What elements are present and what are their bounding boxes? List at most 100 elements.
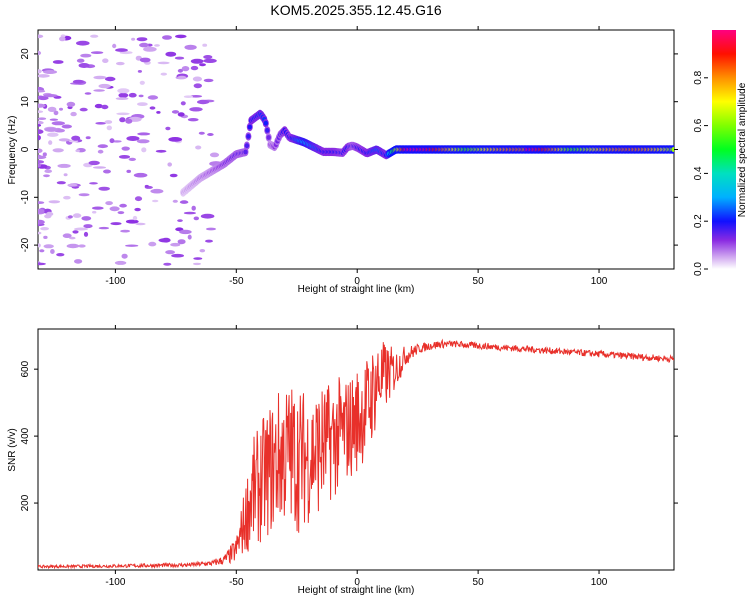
snr-ytick-label: 400 (20, 427, 31, 444)
colorbar-label: Normalized spectral amplitude (737, 82, 748, 217)
noise-cell (38, 231, 42, 235)
noise-cell (94, 103, 103, 109)
snr-xtick-label: -50 (229, 577, 244, 588)
noise-cell (49, 118, 59, 121)
noise-cell (141, 147, 147, 153)
noise-cell (131, 37, 136, 41)
noise-cell (78, 244, 86, 248)
noise-cell (157, 61, 170, 65)
ridge-cell (243, 149, 248, 155)
noise-cell (52, 148, 64, 153)
noise-cell (51, 121, 65, 126)
noise-cell (183, 211, 196, 215)
noise-cell (207, 133, 214, 136)
noise-cell (147, 95, 159, 100)
noise-cell (177, 75, 187, 80)
colorbar-tick-label: 0.6 (693, 118, 704, 132)
noise-cell (125, 219, 139, 224)
noise-cell (118, 92, 129, 98)
noise-cell (193, 216, 199, 221)
noise-cell (62, 233, 72, 238)
noise-cell (47, 106, 57, 112)
ridge-cell (247, 124, 252, 130)
noise-cell (79, 107, 88, 112)
noise-cell (38, 262, 46, 266)
noise-cell (95, 122, 107, 125)
noise-cell (177, 112, 185, 117)
ridge-cell (244, 143, 250, 149)
noise-cell (44, 169, 52, 173)
spectrogram-xtick-label: 100 (591, 276, 608, 287)
noise-cell (190, 65, 199, 71)
snr-panel: -100 -50 0 50 100 200 400 600 Height of straigh… (7, 325, 678, 596)
noise-cell (202, 43, 208, 47)
colorbar-ticks: 0.0 0.2 0.4 0.6 0.8 (693, 70, 708, 276)
spectrogram-ytick-label: -10 (20, 190, 31, 205)
noise-cell (115, 48, 128, 52)
noise-cell (40, 227, 49, 231)
noise-cell (200, 213, 215, 219)
noise-cell (133, 172, 148, 178)
noise-cell (71, 135, 81, 141)
noise-cell (205, 239, 213, 243)
snr-ylabel: SNR (v/v) (7, 428, 18, 471)
noise-cell (42, 152, 47, 157)
snr-axes: -100 -50 0 50 100 200 400 600 (20, 325, 678, 588)
noise-cell (48, 140, 53, 145)
noise-cell (76, 58, 85, 63)
noise-cell (174, 56, 185, 60)
noise-cell (39, 249, 45, 253)
noise-cell (187, 118, 199, 122)
noise-cell (175, 34, 187, 39)
noise-cell (120, 229, 131, 233)
noise-cell (83, 231, 89, 237)
noise-cell (165, 126, 171, 131)
spectrogram-xlabel: Height of straight line (km) (298, 284, 415, 295)
noise-cell (149, 106, 156, 110)
noise-cell (72, 230, 79, 234)
noise-cell (112, 43, 117, 49)
noise-cell (101, 104, 109, 110)
noise-cell (47, 132, 59, 137)
colorbar: 0.0 0.2 0.4 0.6 0.8 Normalized spectral ampl… (693, 30, 748, 276)
noise-cell (139, 42, 149, 48)
noise-cell (134, 196, 143, 202)
snr-xtick-label: 50 (473, 577, 485, 588)
noise-cell (193, 257, 203, 260)
noise-cell (105, 201, 113, 206)
noise-cell (191, 205, 196, 211)
snr-ytick-label: 200 (20, 494, 31, 511)
noise-cell (125, 118, 133, 124)
noise-cell (137, 102, 148, 106)
noise-cell (172, 199, 178, 203)
noise-cell (156, 111, 161, 114)
noise-cell (45, 211, 54, 217)
colorbar-gradient (712, 30, 736, 269)
noise-cell (148, 241, 157, 247)
noise-cell (38, 219, 45, 225)
colorbar-tick-label: 0.2 (693, 214, 704, 228)
noise-cell (136, 139, 150, 144)
noise-cell (138, 94, 144, 98)
noise-cell (56, 253, 65, 257)
noise-cell (170, 242, 181, 247)
spectrogram-xtick-label: -100 (105, 276, 125, 287)
noise-cell (165, 51, 177, 57)
noise-cell (38, 50, 42, 56)
noise-cell (97, 144, 109, 149)
noise-cell (189, 107, 203, 112)
ridge-cell (263, 120, 268, 126)
spectrogram-ytick-label: 10 (20, 96, 31, 108)
noise-cell (92, 210, 97, 214)
noise-cell (83, 224, 93, 229)
noise-cell (163, 262, 172, 266)
colorbar-tick-label: 0.0 (693, 262, 704, 276)
noise-cell (203, 55, 213, 59)
noise-cell (119, 117, 126, 123)
spectrogram-ytick-label: 0 (20, 146, 31, 152)
noise-cell (38, 110, 44, 113)
noise-cell (38, 120, 44, 125)
noise-cell (88, 160, 100, 166)
noise-cell (38, 34, 44, 39)
noise-cell (78, 193, 90, 197)
